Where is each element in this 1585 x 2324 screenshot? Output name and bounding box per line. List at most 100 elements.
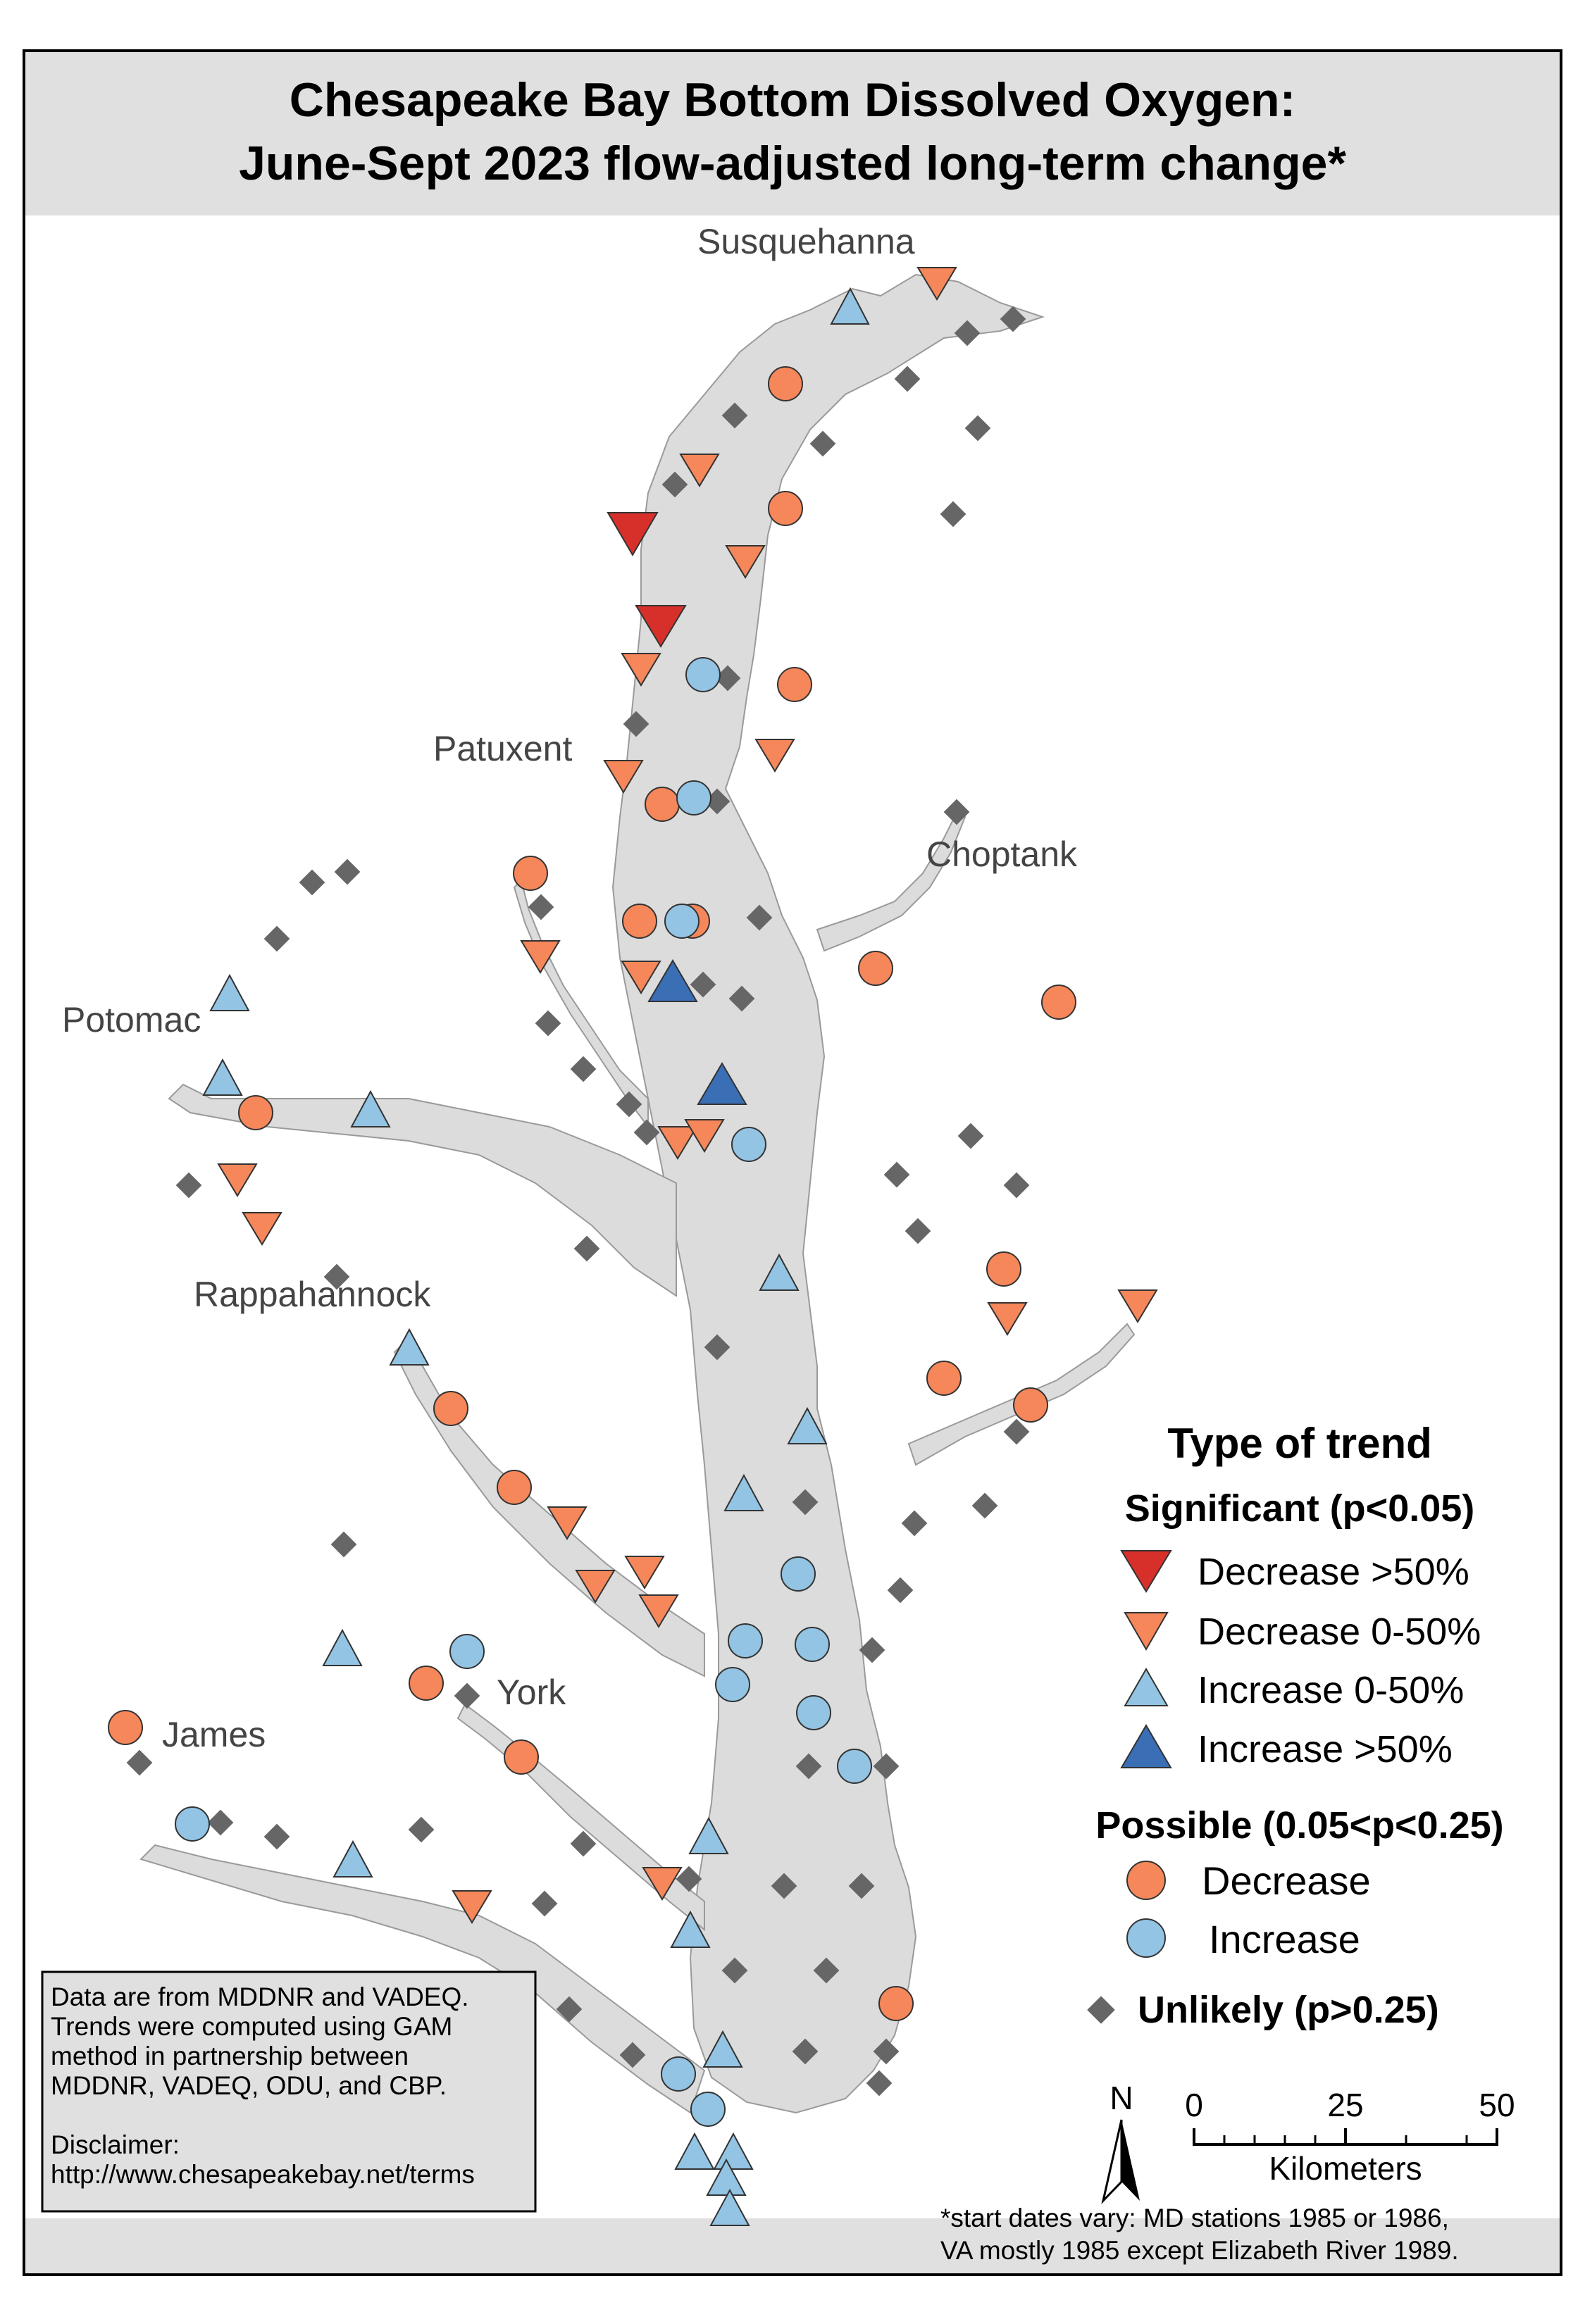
station-possible-increase bbox=[175, 1806, 210, 1842]
station-unlikely bbox=[905, 1218, 931, 1244]
station-unlikely bbox=[813, 1957, 840, 1984]
station-possible-decrease bbox=[777, 667, 812, 702]
info-line-4: MDDNR, VADEQ, ODU, and CBP. bbox=[51, 2071, 447, 2100]
station-unlikely bbox=[792, 2038, 819, 2065]
station-sig-decrease-minor bbox=[684, 1119, 725, 1153]
title-band bbox=[25, 52, 1560, 215]
station-sig-increase-minor bbox=[706, 2158, 747, 2196]
stations-sig-increase-major bbox=[647, 959, 747, 1105]
legend-sig-decrease-major-label: Decrease >50% bbox=[1198, 1551, 1469, 1593]
station-unlikely bbox=[1003, 1418, 1030, 1445]
station-unlikely bbox=[408, 1816, 435, 1843]
bay-main-stem bbox=[611, 273, 1045, 2114]
station-possible-decrease bbox=[1041, 985, 1076, 1020]
station-sig-increase-minor bbox=[322, 1628, 363, 1666]
station-possible-decrease bbox=[768, 491, 803, 526]
station-possible-increase bbox=[715, 1667, 750, 1702]
station-possible-decrease bbox=[409, 1666, 444, 1701]
station-sig-increase-minor bbox=[713, 2132, 754, 2170]
station-possible-increase bbox=[676, 780, 711, 816]
station-sig-decrease-minor bbox=[679, 454, 720, 487]
station-unlikely bbox=[704, 1334, 731, 1361]
river-label-susquehanna: Susquehanna bbox=[697, 222, 915, 261]
station-unlikely bbox=[323, 1263, 350, 1290]
station-unlikely bbox=[809, 430, 836, 457]
bay-water bbox=[139, 273, 1136, 2114]
station-possible-increase bbox=[795, 1627, 830, 1662]
station-unlikely bbox=[971, 1492, 998, 1519]
patuxent-water bbox=[513, 879, 649, 1129]
station-sig-decrease-minor bbox=[621, 653, 661, 687]
station-unlikely bbox=[873, 2038, 900, 2065]
stations-possible-decrease bbox=[108, 366, 1076, 2021]
eastern-shore-river bbox=[907, 1323, 1136, 1466]
station-sig-decrease-minor bbox=[575, 1570, 616, 1604]
legend-sig-increase-minor-label: Increase 0-50% bbox=[1198, 1669, 1464, 1711]
info-line-1: Data are from MDDNR and VADEQ. bbox=[51, 1982, 469, 2011]
station-possible-increase bbox=[781, 1556, 816, 1592]
potomac-water bbox=[168, 1083, 677, 1297]
legend-possible-decrease-symbol bbox=[1126, 1861, 1166, 1900]
station-sig-increase-minor bbox=[787, 1406, 828, 1444]
info-disclaimer-link[interactable]: http://www.chesapeakebay.net/terms bbox=[51, 2160, 475, 2189]
legend-unlikely-symbol bbox=[1087, 1996, 1115, 2024]
station-possible-decrease bbox=[238, 1095, 273, 1130]
stations-unlikely bbox=[126, 306, 1030, 2097]
north-label: N bbox=[1110, 2080, 1133, 2116]
station-sig-increase-minor bbox=[674, 2132, 715, 2170]
station-sig-decrease-minor bbox=[621, 961, 661, 994]
station-possible-increase bbox=[664, 904, 700, 939]
james-water bbox=[139, 1844, 706, 2114]
info-line-2: Trends were computed using GAM bbox=[51, 2012, 452, 2041]
bottom-band bbox=[25, 2218, 1560, 2273]
station-unlikely bbox=[299, 869, 325, 896]
legend-sig-decrease-major-symbol bbox=[1120, 1550, 1172, 1593]
station-sig-decrease-minor bbox=[603, 760, 644, 794]
station-sig-decrease-major bbox=[635, 605, 687, 648]
station-unlikely bbox=[728, 985, 755, 1012]
station-possible-increase bbox=[796, 1695, 831, 1730]
scale-tick-label-25: 25 bbox=[1327, 2087, 1363, 2123]
station-unlikely bbox=[633, 1119, 660, 1146]
river-label-potomac: Potomac bbox=[62, 1000, 201, 1039]
legend-heading: Type of trend bbox=[1167, 1420, 1432, 1467]
station-unlikely bbox=[746, 904, 773, 931]
station-unlikely bbox=[175, 1172, 202, 1199]
map-title-line2: June-Sept 2023 flow-adjusted long-term c… bbox=[239, 137, 1346, 190]
scale-tick-label-0: 0 bbox=[1185, 2087, 1203, 2123]
stations-possible-increase bbox=[175, 657, 872, 2127]
choptank-water bbox=[816, 808, 966, 952]
station-possible-decrease bbox=[986, 1251, 1021, 1287]
station-unlikely bbox=[454, 1682, 480, 1709]
station-possible-decrease bbox=[768, 366, 803, 401]
station-possible-decrease bbox=[926, 1361, 962, 1396]
station-unlikely bbox=[859, 1637, 885, 1663]
station-unlikely bbox=[954, 320, 981, 346]
station-unlikely bbox=[531, 1890, 558, 1917]
station-possible-decrease bbox=[878, 1986, 914, 2021]
info-box-frame bbox=[41, 1970, 537, 2213]
station-sig-increase-minor bbox=[830, 287, 870, 325]
legend-sig-decrease-minor-symbol bbox=[1124, 1612, 1169, 1651]
station-unlikely bbox=[1000, 306, 1026, 332]
station-unlikely bbox=[126, 1749, 153, 1776]
station-unlikely bbox=[570, 1830, 597, 1857]
legend-possible-decrease-label: Decrease bbox=[1202, 1858, 1371, 1903]
legend-sig-increase-major-symbol bbox=[1120, 1724, 1172, 1768]
station-sig-decrease-minor bbox=[547, 1506, 588, 1540]
station-sig-increase-minor bbox=[670, 1910, 711, 1948]
station-possible-increase bbox=[731, 1127, 766, 1162]
station-sig-increase-minor bbox=[332, 1839, 373, 1878]
station-sig-increase-minor bbox=[350, 1089, 391, 1127]
station-sig-increase-minor bbox=[389, 1327, 430, 1366]
station-unlikely bbox=[535, 1010, 561, 1037]
legend-unlikely-label: Unlikely (p>0.25) bbox=[1138, 1989, 1439, 2031]
station-possible-decrease bbox=[513, 856, 548, 891]
map-legend: Type of trend Significant (p<0.05) Decre… bbox=[1087, 1420, 1504, 2031]
legend-sig-increase-minor-symbol bbox=[1124, 1667, 1169, 1706]
station-possible-increase bbox=[728, 1623, 763, 1658]
legend-sig-increase-major-label: Increase >50% bbox=[1198, 1728, 1453, 1770]
station-sig-decrease-minor bbox=[520, 940, 561, 974]
station-possible-decrease bbox=[108, 1710, 143, 1745]
station-unlikely bbox=[792, 1489, 819, 1516]
